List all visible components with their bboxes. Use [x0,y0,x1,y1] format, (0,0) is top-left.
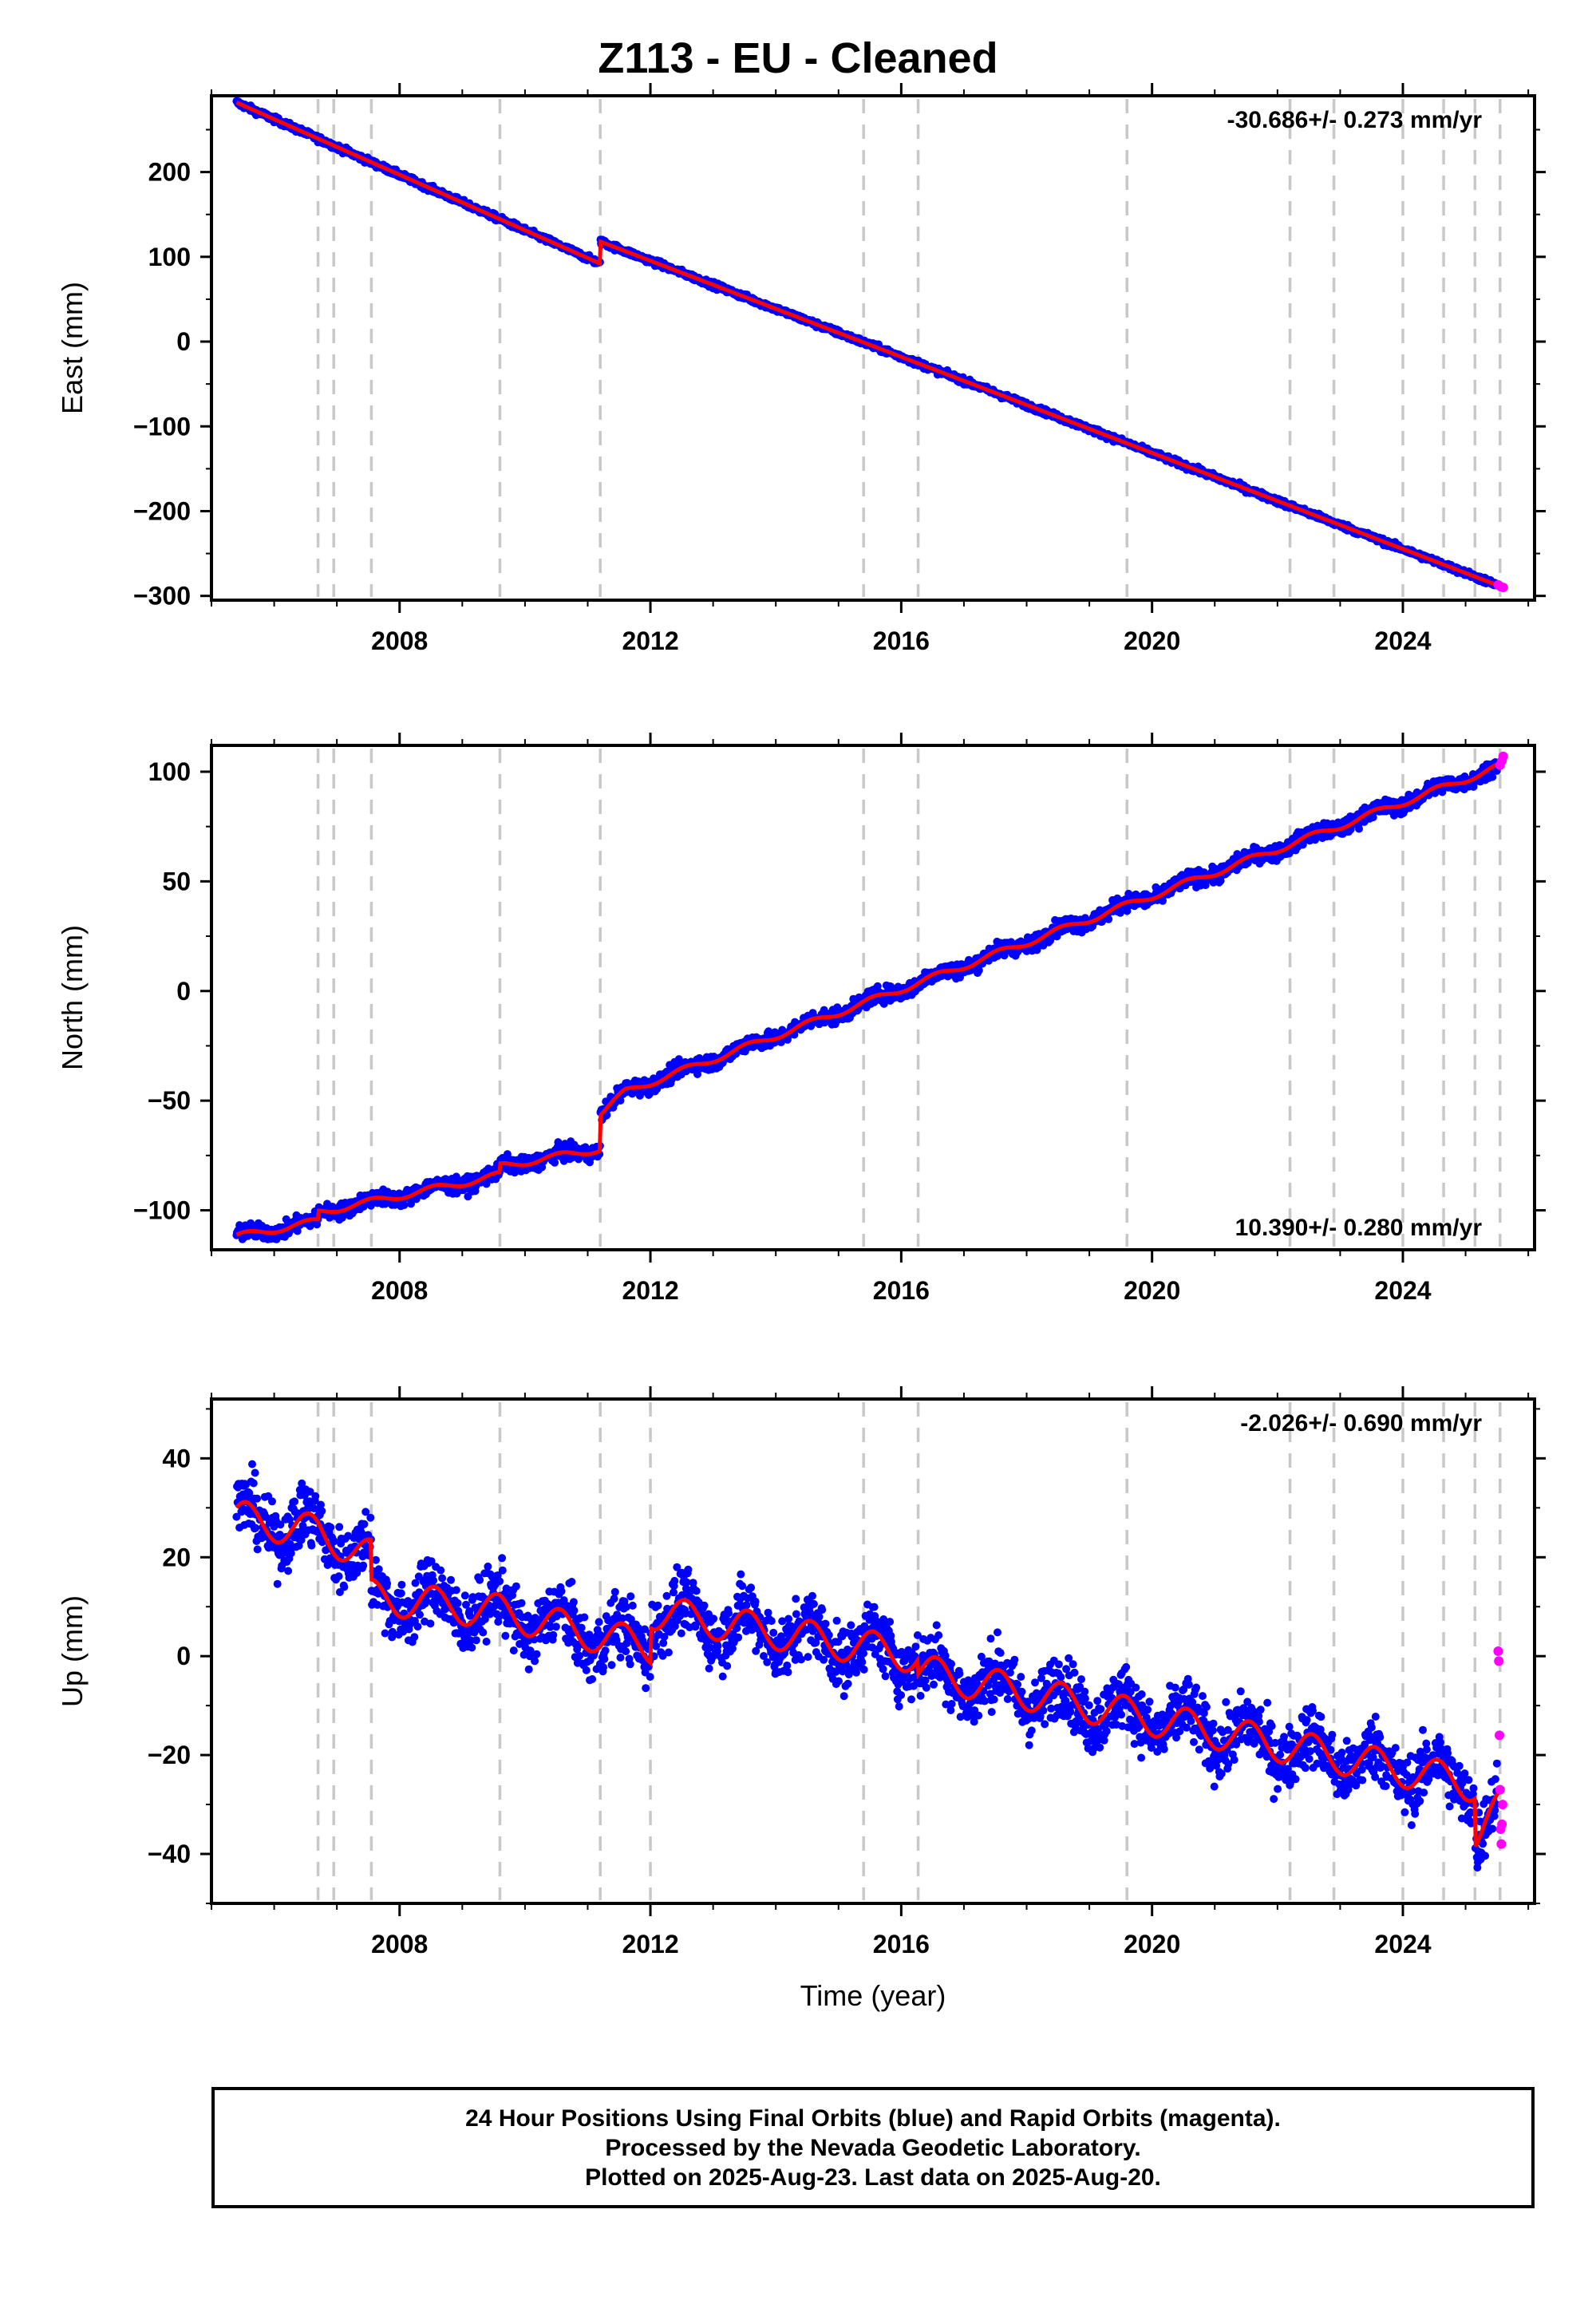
charts-svg: −300 −200 −100 0 100 200 2008 2012 2016 2020 2024 E… [56,83,1546,2012]
y-axis-label: East (mm) [56,282,89,414]
data-point [616,1097,625,1105]
data-point [1104,915,1113,923]
data-point [1116,908,1124,917]
y-tick-label: 100 [148,243,191,271]
y-tick-label: 0 [176,327,191,356]
data-point [407,1199,415,1208]
data-point [400,1201,409,1209]
x-tick-label: 2024 [1374,626,1431,655]
model-line [235,101,1504,590]
x-tick-label: 2020 [1124,626,1180,655]
y-tick-label: −200 [133,496,191,525]
rapid-point [1498,583,1508,593]
x-tick-label: 2012 [622,626,678,655]
y-tick-label: −100 [133,412,191,441]
data-point [293,1227,302,1235]
data-point [551,1158,559,1167]
rate-annotation: -30.686+/- 0.273 mm/yr [1227,107,1483,133]
data-point [554,1138,563,1147]
y-tick-label: −300 [133,582,191,611]
x-tick-label: 2008 [371,626,428,655]
panel-0: −300 −200 −100 0 100 200 2008 2012 2016 2020 2024 E… [56,83,1546,655]
x-tick-label: 2016 [873,626,930,655]
plot-frame [210,94,1536,602]
y-tick-label: 200 [148,158,191,187]
data-point [482,1180,491,1188]
data-point [693,1070,701,1078]
chart-title: Z113 - EU - Cleaned [598,34,998,82]
data-point [1355,824,1363,833]
